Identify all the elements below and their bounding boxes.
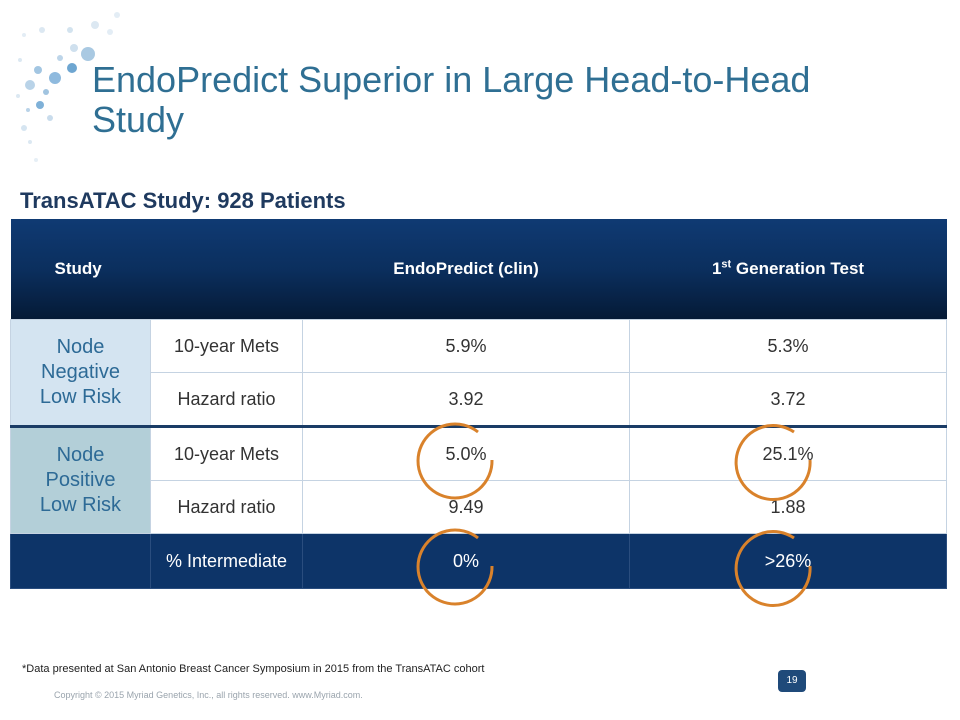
metric-cell: Hazard ratio [149, 372, 304, 427]
group-label-line: Positive [45, 469, 116, 491]
endopredict-value: 5.0% [302, 425, 631, 481]
page-number-badge: 19 [778, 670, 806, 692]
decorative-dots-logo [16, 12, 120, 162]
slide-title-line-2: Study [92, 99, 185, 140]
group-label-line: Low Risk [39, 494, 122, 516]
first-gen-value: 1.88 [629, 480, 948, 534]
group-label-node-positive: Node Positive Low Risk [10, 425, 151, 534]
metric-cell: Hazard ratio [149, 480, 304, 534]
table-row: Node Negative Low Risk 10-year Mets 5.9%… [10, 319, 948, 427]
table-header-row: Study EndoPredict (clin) 1st Generation … [10, 219, 947, 320]
first-gen-value: 5.3% [629, 319, 948, 373]
copyright-text: Copyright © 2015 Myriad Genetics, Inc., … [54, 690, 363, 700]
slide-title: EndoPredict Superior in Large Head-to-He… [92, 60, 912, 140]
header-first-gen-suffix: Generation Test [731, 259, 865, 278]
endopredict-value: 9.49 [302, 480, 631, 534]
header-first-gen-prefix: 1 [711, 259, 722, 278]
endopredict-value: 5.9% [302, 319, 631, 373]
group-label-line: Node [56, 444, 105, 466]
metric-cell: 10-year Mets [149, 425, 304, 481]
group-label-line: Node [56, 336, 105, 358]
header-first-generation-test: 1st Generation Test [629, 219, 947, 320]
slide-title-line-1: EndoPredict Superior in Large Head-to-He… [92, 59, 811, 100]
first-gen-value: >26% [629, 533, 948, 589]
group-label-node-negative: Node Negative Low Risk [10, 319, 151, 427]
header-study: Study [10, 219, 303, 320]
endopredict-value: 0% [302, 533, 631, 589]
header-first-gen-superscript: st [721, 258, 732, 271]
first-gen-value: 3.72 [629, 372, 948, 427]
table-row: Node Positive Low Risk 10-year Mets 5.0%… [10, 425, 948, 534]
group-label-line: Low Risk [39, 386, 122, 408]
results-table: Study EndoPredict (clin) 1st Generation … [10, 219, 948, 589]
endopredict-value: 3.92 [302, 372, 631, 427]
group-label-line: Negative [41, 361, 120, 383]
table-row: Hazard ratio 3.92 3.72 [11, 372, 948, 427]
footnote: *Data presented at San Antonio Breast Ca… [22, 663, 485, 675]
metric-cell: 10-year Mets [149, 319, 304, 373]
table-row-intermediate: % Intermediate 0% >26% [10, 533, 948, 589]
total-empty-cell [10, 533, 151, 589]
header-endopredict: EndoPredict (clin) [302, 219, 630, 320]
metric-cell: % Intermediate [149, 533, 304, 589]
table-row: Hazard ratio 9.49 1.88 [11, 480, 948, 534]
first-gen-value: 25.1% [629, 425, 948, 481]
slide-subtitle: TransATAC Study: 928 Patients [20, 188, 346, 213]
